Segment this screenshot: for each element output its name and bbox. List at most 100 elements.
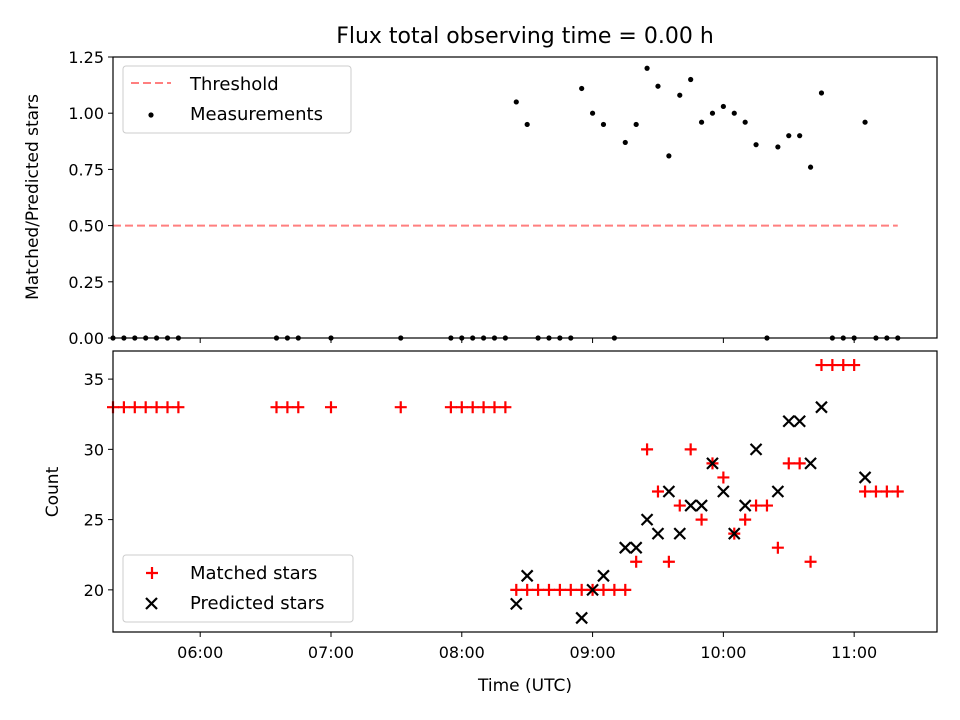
measurement-point [862,119,868,125]
measurement-point [753,142,759,148]
matched-star-point [150,401,163,414]
matched-star-point [117,401,130,414]
matched-star-point [782,457,795,470]
matched-star-point [651,485,664,498]
matched-star-point [848,359,861,372]
legend-label-measurements: Measurements [190,104,323,125]
top-chart-title: Flux total observing time = 0.00 h [336,24,714,49]
matched-star-point [662,555,675,568]
predicted-star-point [738,499,752,512]
x-axis-label: Time (UTC) [477,676,572,696]
measurement-point [775,144,781,150]
matched-star-point [815,359,828,372]
measurement-point [589,110,596,116]
bottom-legend: Matched stars Predicted stars [122,554,354,623]
matched-star-point [771,541,784,554]
matched-star-point [466,401,479,414]
matched-star-point [826,359,839,372]
top-y-tick-label: 0.25 [68,273,104,292]
matched-star-point [869,485,882,498]
predicted-star-point [706,457,719,470]
predicted-star-point [782,414,796,428]
matched-star-point [488,401,501,414]
predicted-star-point [793,414,806,428]
predicted-star-point [717,485,730,498]
predicted-star-point [804,457,817,470]
matched-star-point [891,485,904,498]
measurement-point [709,110,716,116]
matched-star-point [564,583,577,596]
bottom-y-tick-label: 35 [84,370,104,389]
matched-star-point [394,401,407,414]
x-tick-label: 08:00 [439,643,485,662]
predicted-star-point [673,527,687,540]
matched-legend-swatch [146,567,158,579]
top-y-tick-label: 0.75 [68,160,104,179]
matched-star-point [292,401,305,414]
matched-star-point [837,359,850,372]
matched-star-point [575,583,588,596]
matched-star-point [521,583,534,596]
predicted-star-point [662,485,676,498]
measurement-point [688,76,694,83]
x-tick-label: 11:00 [831,643,877,662]
legend-label-predicted: Predicted stars [190,593,324,614]
top-y-axis-label: Matched/Predicted stars [23,94,43,300]
matched-star-point [455,401,468,414]
predicted-star-point [771,485,785,498]
legend-label-threshold: Threshold [189,74,279,95]
measurement-point [818,90,825,96]
predicted-star-point [618,541,632,554]
measurement-point [600,121,607,128]
matched-star-point [760,499,773,512]
matched-star-point [553,583,566,596]
measurement-point [720,103,726,110]
matched-star-point [804,555,817,568]
matched-star-point [750,499,763,512]
measurement-point [524,121,530,128]
matched-star-point [641,443,654,456]
matched-star-point [281,401,294,414]
matched-star-point [542,583,555,596]
matched-star-point [510,583,523,596]
top-y-tick-label: 1.00 [68,104,104,123]
measurement-point [513,99,519,105]
predicted-star-point [629,541,643,554]
matched-star-point [717,471,730,484]
bottom-y-tick-label: 25 [84,511,104,530]
predicted-star-point [749,443,763,456]
bottom-legend-box [122,554,354,623]
predicted-star-point [640,513,654,526]
matched-star-point [880,485,893,498]
measurement-point [786,133,792,139]
top-plot-area: 0.00 0.25 0.50 0.75 1.00 1.25 [68,48,901,348]
bottom-y-axis-label: Count [43,466,63,517]
measurement-point [698,119,705,125]
measurement-point [742,119,748,125]
bottom-y-tick-label: 20 [84,581,104,600]
measurement-point [622,139,628,146]
measurement-point [807,164,814,170]
predicted-legend-swatch [145,597,158,610]
predicted-star-point [727,527,741,540]
measurement-point [666,153,672,159]
predicted-star-point [858,471,872,484]
predicted-star-point [651,527,665,540]
matched-star-point [444,401,457,414]
predicted-star-point [586,583,599,597]
predicted-star-point [684,499,697,512]
predicted-star-point [510,597,523,611]
top-legend-box [122,65,352,134]
matched-star-point [172,401,185,414]
top-axes-frame [112,56,938,339]
measurement-point [677,92,683,98]
top-y-tick-label: 0.00 [68,329,104,348]
matched-star-point [793,457,806,470]
top-y-tick-label: 1.25 [68,48,104,67]
x-tick-label: 09:00 [570,643,616,662]
measurement-point [797,133,803,139]
predicted-star-point [695,499,708,512]
matched-star-point [139,401,152,414]
bottom-axes-frame [112,350,938,633]
